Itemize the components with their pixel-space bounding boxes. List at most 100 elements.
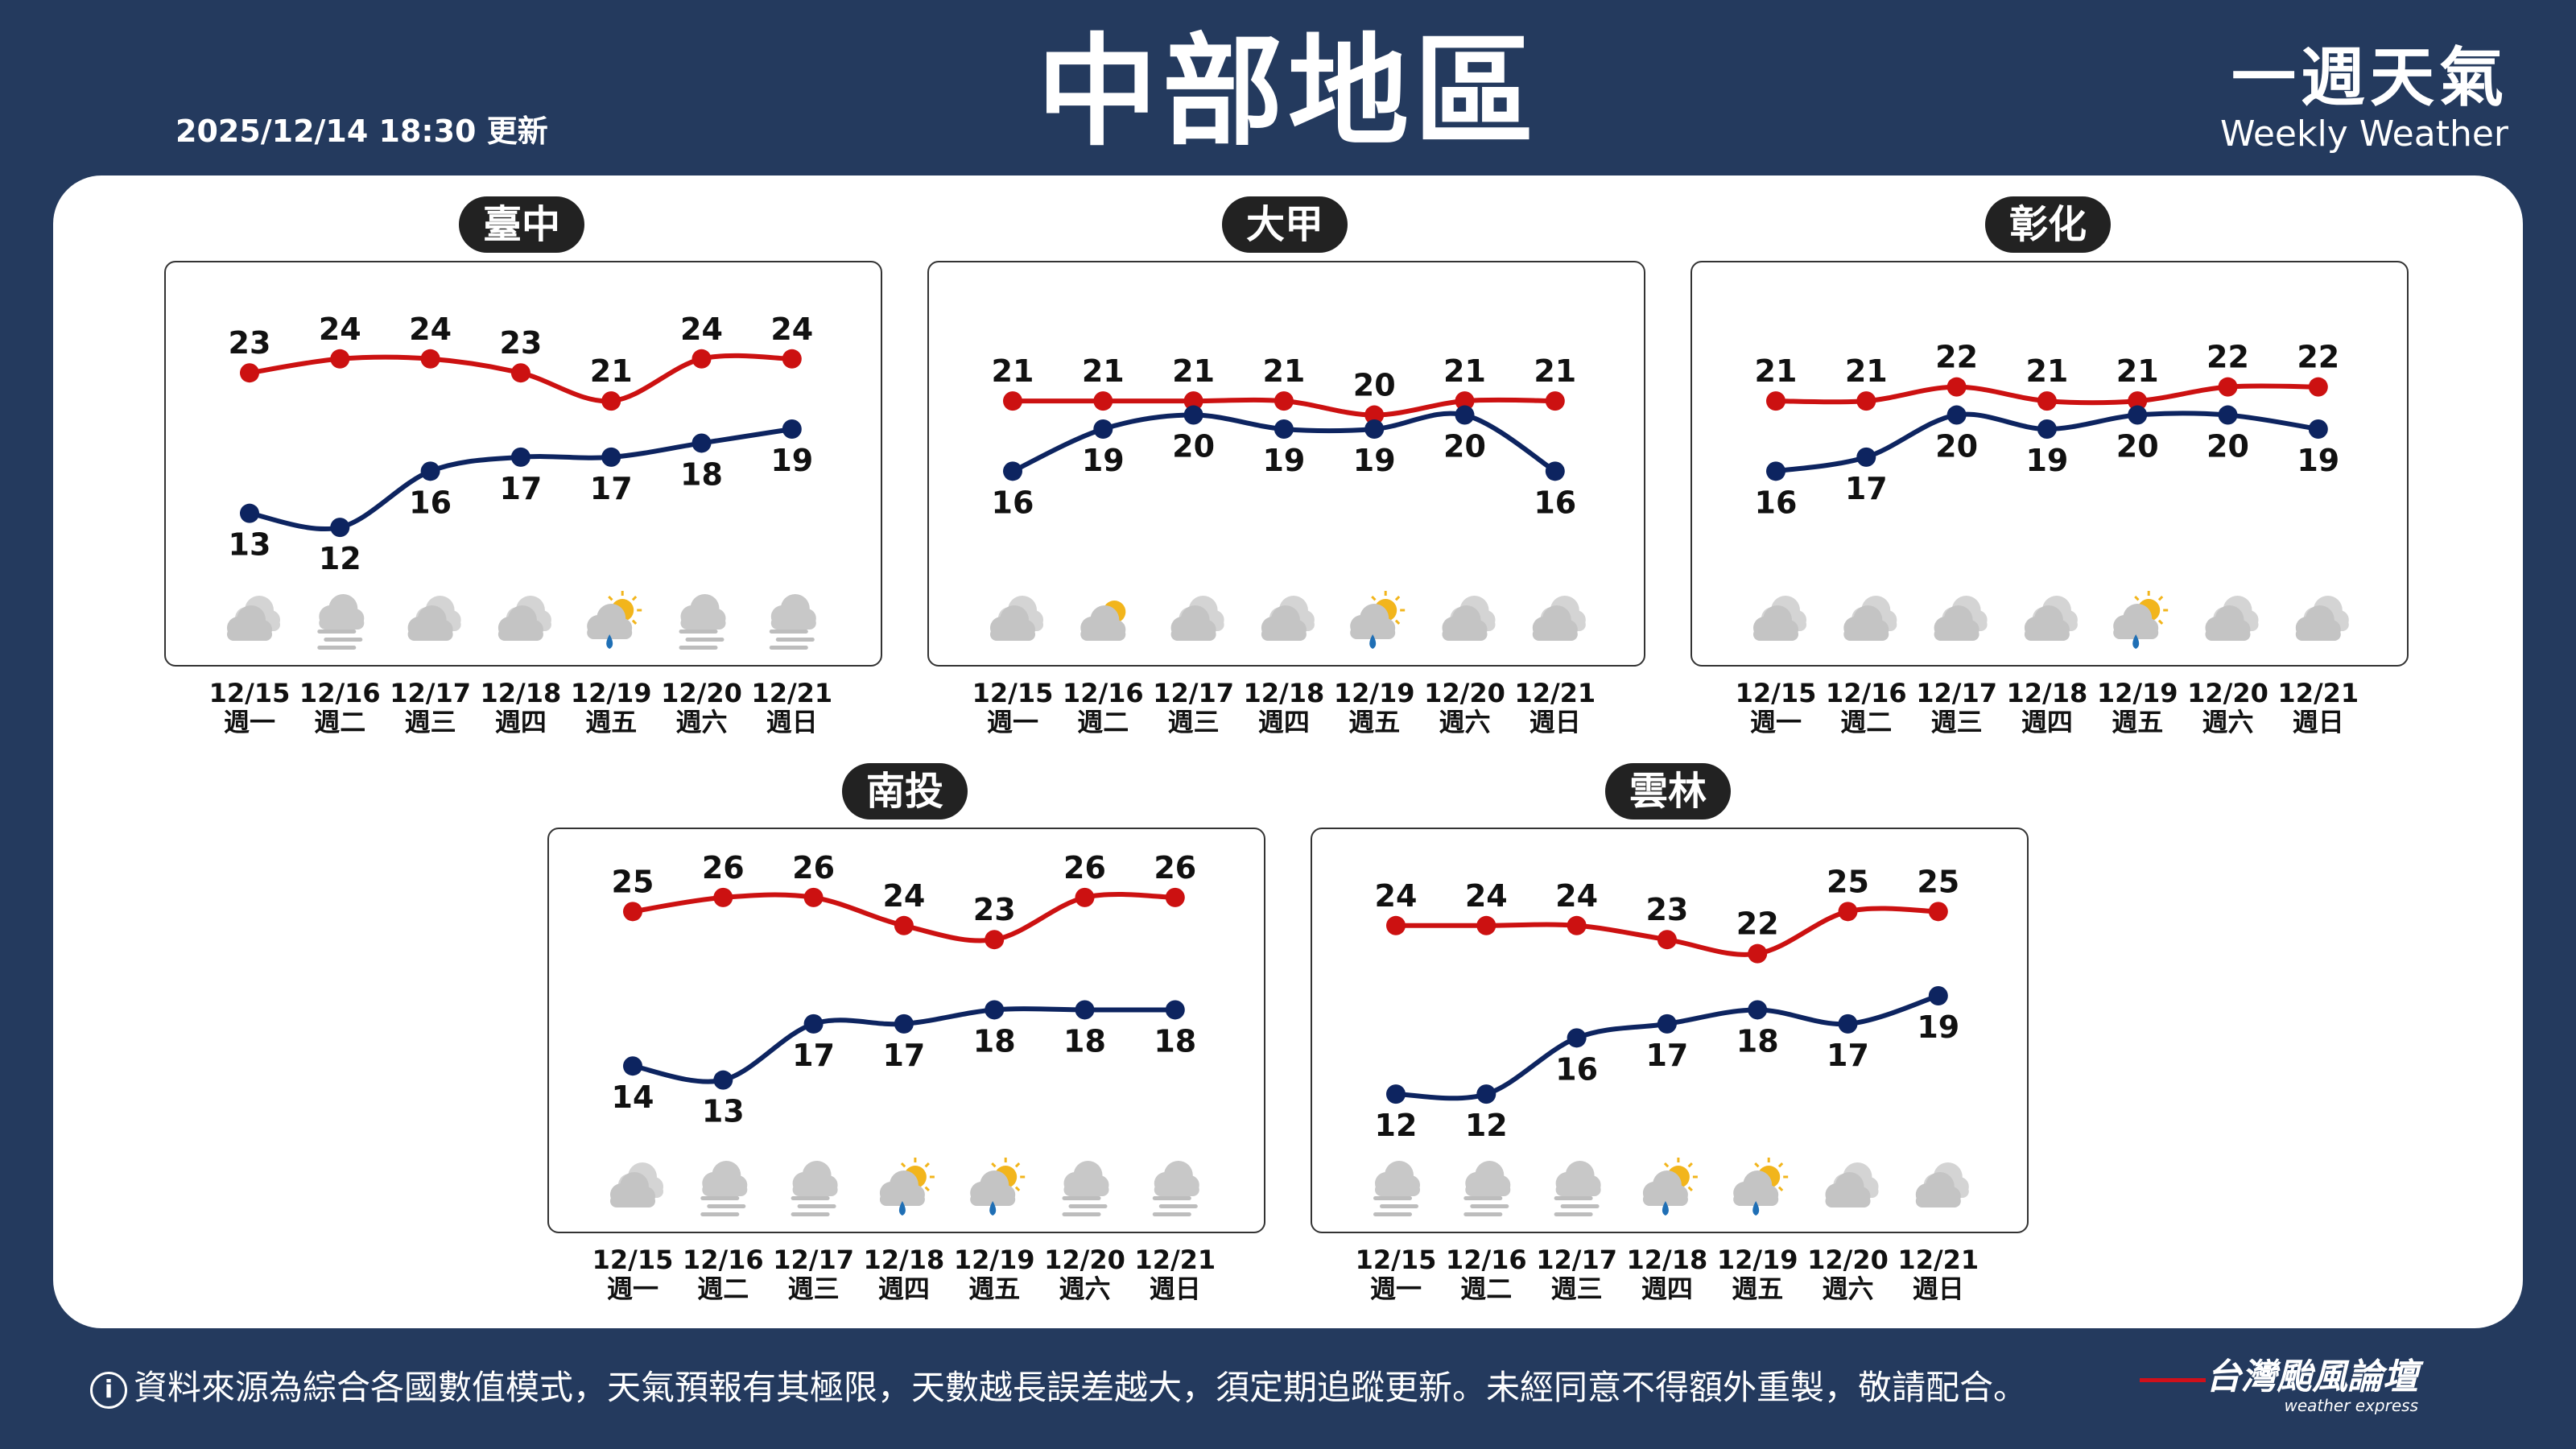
high-temp-point [803,887,824,907]
low-temp-label: 19 [1353,443,1396,478]
date-label: 12/17 [1153,678,1234,708]
date-label: 12/20 [2187,678,2268,708]
date-label: 12/20 [661,678,742,708]
high-temp-point [510,363,530,383]
high-temp-label: 26 [792,850,835,886]
cloudy-icon [227,596,280,641]
date-label: 12/15 [1356,1245,1437,1275]
low-temp-point [1856,447,1876,467]
low-temp-point [894,1013,914,1034]
low-temp-label: 16 [409,485,452,520]
weekday-label: 週五 [2112,707,2163,737]
date-label: 12/17 [773,1245,854,1275]
cloudy-icon [1843,596,1897,641]
weekday-label: 週四 [878,1274,930,1304]
high-temp-point [691,349,712,369]
low-temp-label: 18 [973,1023,1016,1059]
low-temp-point [601,447,621,467]
high-temp-label: 21 [1845,353,1888,389]
high-temp-label: 21 [1755,353,1798,389]
low-temp-point [1165,1000,1185,1020]
date-label: 12/21 [751,678,832,708]
low-temp-point [782,419,802,439]
city-forecast-yunlin: 雲林 24 24 24 23 22 25 25 12 12 16 17 18 17 19 12/15 週一 12/… [1311,763,2029,1319]
partly-sunny-rain-icon [1350,591,1406,649]
low-temp-label: 16 [1755,485,1798,520]
date-label: 12/17 [390,678,471,708]
low-temp-label: 13 [702,1094,745,1129]
date-label: 12/15 [972,678,1054,708]
weekly-title-en: Weekly Weather [2219,114,2508,155]
high-temp-label: 24 [1375,878,1418,914]
high-temp-label: 22 [2297,340,2339,375]
high-temp-point [330,349,350,369]
high-temp-label: 21 [2025,353,2068,389]
low-temp-label: 17 [499,471,542,506]
cloudy-icon [1753,596,1806,641]
date-label: 12/19 [1334,678,1415,708]
high-temp-point [2037,391,2057,411]
brand-name: 台灣颱風論壇 [2206,1356,2418,1397]
weekday-label: 週六 [1822,1274,1873,1304]
date-label: 12/18 [864,1245,945,1275]
cloudy-icon [990,596,1043,641]
date-label: 12/21 [1514,678,1596,708]
high-temp-label: 21 [1534,353,1576,389]
weekday-label: 週三 [1551,1274,1603,1304]
notice-text: 資料來源為綜合各國數值模式，天氣預報有其極限，天數越長誤差越大，須定期追蹤更新。… [134,1368,2028,1407]
weekday-label: 週四 [1641,1274,1693,1304]
low-temp-point [240,503,259,523]
high-temp-label: 24 [1555,878,1598,914]
high-temp-point [1766,391,1785,411]
high-temp-label: 25 [612,864,654,899]
high-temp-label: 23 [499,325,542,361]
low-temp-point [1274,419,1294,439]
weekday-label: 週三 [1168,707,1220,737]
weekday-label: 週日 [1530,707,1581,737]
date-label: 12/17 [1916,678,1997,708]
weekday-label: 週二 [1077,707,1129,737]
cloudy-icon [610,1162,663,1208]
low-temp-point [420,461,440,481]
fog-icon [1373,1161,1420,1216]
date-label: 12/20 [1807,1245,1889,1275]
partly-sunny-rain-icon [587,591,642,649]
high-temp-label: 21 [1443,353,1486,389]
brand-line [2140,1378,2206,1382]
low-temp-label: 17 [1645,1038,1688,1073]
high-temp-point [1748,943,1768,964]
weekday-label: 週三 [405,707,456,737]
high-temp-label: 23 [973,892,1016,927]
high-temp-label: 26 [1063,850,1106,886]
cloudy-icon [2024,596,2078,641]
high-temp-label: 22 [1736,906,1779,942]
weekday-label: 週二 [697,1274,749,1304]
low-temp-label: 18 [1063,1023,1106,1059]
low-temp-point [1455,405,1475,425]
date-label: 12/16 [1826,678,1907,708]
high-temp-point [2308,377,2328,397]
low-temp-label: 19 [1082,443,1125,478]
low-temp-point [1928,986,1948,1005]
high-temp-label: 24 [680,312,723,347]
high-temp-point [1003,391,1022,411]
weekday-label: 週六 [675,707,727,737]
partly-sunny-rain-icon [970,1158,1026,1216]
low-temp-label: 17 [882,1038,925,1073]
weekday-label: 週一 [607,1274,658,1304]
high-temp-label: 26 [1154,850,1196,886]
info-icon: i [90,1371,127,1409]
date-label: 12/19 [571,678,652,708]
city-forecast-nantou: 南投 25 26 26 24 23 26 26 14 13 17 17 18 18 18 12/15 週一 12/… [547,763,1265,1319]
partly-sunny-icon [1080,601,1126,641]
weekday-label: 週五 [585,707,637,737]
fog-icon [1463,1161,1511,1216]
high-temp-point [1545,391,1565,411]
low-temp-label: 20 [1172,429,1215,464]
high-temp-point [2128,391,2148,411]
date-label: 12/21 [1134,1245,1216,1275]
high-temp-point [1364,405,1385,425]
city-name-label: 臺中 [458,196,585,253]
